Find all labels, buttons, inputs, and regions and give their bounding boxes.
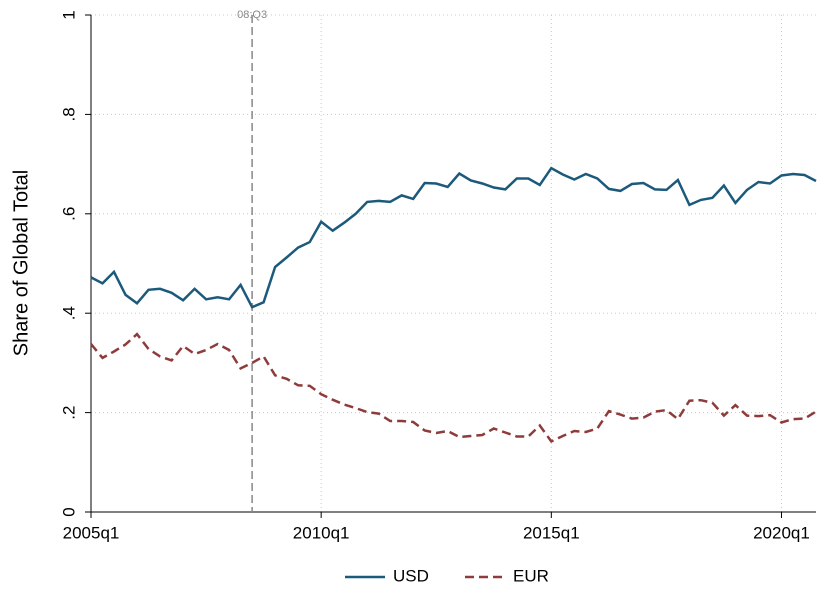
series-line — [90, 332, 817, 443]
x-tick-label: 2020q1 — [753, 523, 810, 542]
annotation-label: 08:Q3 — [237, 9, 267, 21]
y-tick-label: 0 — [59, 507, 78, 516]
y-tick-label: .2 — [59, 406, 78, 420]
y-tick-label: .6 — [59, 207, 78, 221]
y-axis-title: Share of Global Total — [10, 170, 32, 356]
y-tick-label: 1 — [59, 10, 78, 19]
x-tick-label: 2005q1 — [63, 523, 120, 542]
x-tick-label: 2010q1 — [293, 523, 350, 542]
x-tick-label: 2015q1 — [523, 523, 580, 542]
series-line — [90, 166, 817, 309]
legend-label: EUR — [513, 566, 549, 585]
legend-label: USD — [393, 566, 429, 585]
y-tick-label: .4 — [59, 306, 78, 320]
legend: USD EUR — [345, 566, 549, 585]
y-tick-label: .8 — [59, 107, 78, 121]
